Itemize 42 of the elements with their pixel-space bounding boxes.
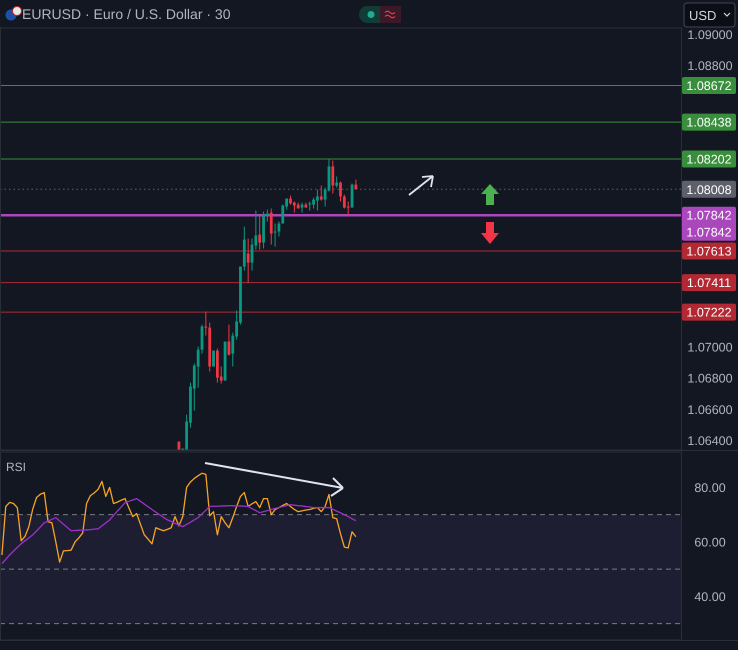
y-tick-label: 1.08800	[687, 59, 733, 74]
y-tick-label: 80.00	[694, 480, 726, 495]
candlestick	[250, 238, 254, 272]
candlestick	[339, 180, 342, 202]
candlestick	[274, 223, 276, 247]
ref-line-label: 1.07842 1.07842	[686, 208, 732, 240]
y-tick-label: 1.06800	[687, 372, 733, 386]
y-tick-label: 1.06400	[687, 434, 733, 448]
ref-line-label: 1.08438	[686, 116, 732, 130]
y-tick-label: 1.06600	[687, 402, 733, 417]
candlestick	[292, 200, 296, 214]
ref-line-label: 1.08672	[686, 79, 732, 94]
candlestick	[196, 346, 200, 388]
candlestick	[300, 202, 304, 214]
ref-line-label: 1.08008	[686, 182, 732, 197]
candlestick	[246, 238, 250, 284]
candlestick	[350, 183, 354, 208]
y-tick-label: 60.00	[694, 535, 726, 550]
ref-line-label: 1.07411	[686, 276, 732, 290]
ref-line-label: 1.07222	[686, 306, 732, 320]
y-tick-label: 1.07000	[687, 340, 733, 354]
candlestick	[278, 220, 280, 237]
candlestick	[335, 176, 338, 188]
ref-line-label: 1.07613	[686, 244, 732, 259]
candlestick	[270, 208, 273, 246]
candlestick	[200, 324, 204, 354]
ref-line-label: 1.08202	[686, 152, 732, 166]
candlestick	[354, 179, 358, 190]
candlestick	[289, 195, 292, 206]
y-tick-label: 1.09000	[687, 28, 733, 42]
candlestick	[228, 324, 230, 356]
line-series	[1, 472, 357, 563]
candlestick	[316, 189, 319, 212]
line-series	[1, 498, 357, 564]
text: USD	[689, 8, 716, 23]
candlestick	[212, 350, 215, 368]
candlestick	[258, 214, 262, 250]
candlestick	[312, 197, 315, 210]
chart-title: EURUSD · Euro / U.S. Dollar · 30	[22, 6, 231, 22]
candlestick	[331, 160, 334, 194]
y-tick-label: 40.00	[694, 590, 726, 604]
text: RSI	[6, 460, 26, 474]
